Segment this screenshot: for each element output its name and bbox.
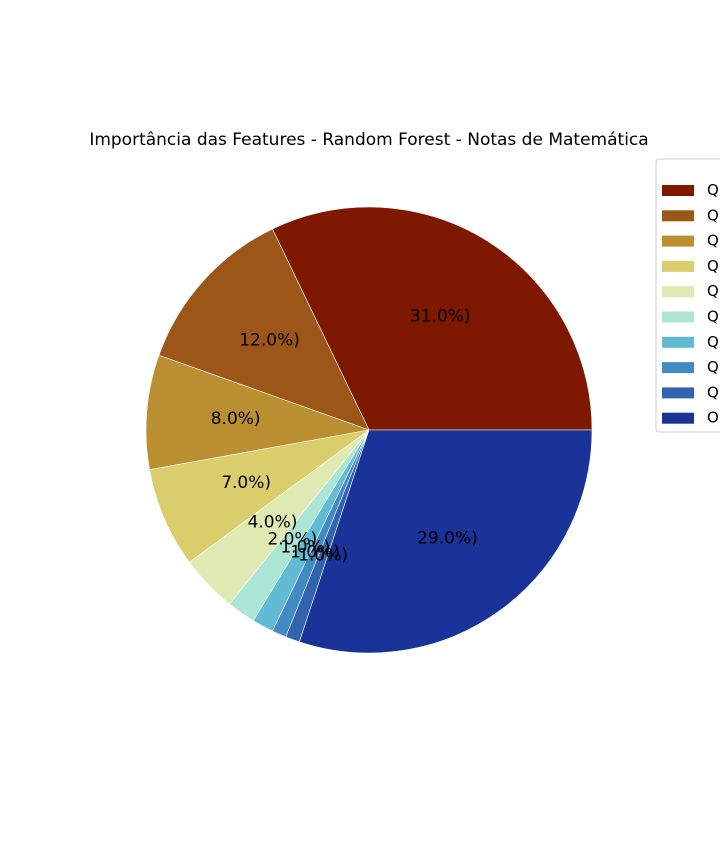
slice-label: 1.0%) [280, 538, 330, 558]
legend-label: Q [707, 358, 719, 376]
legend-label: O [707, 409, 719, 427]
legend-swatch [662, 336, 694, 348]
pie-labels: 31.0%) 12.0%) 8.0%) 7.0%) 4.0%)2.0%)1.0%)1.0… [211, 307, 478, 566]
slice-label: 31.0%) [410, 307, 471, 327]
slice-label: 12.0%) [239, 331, 300, 351]
legend-label: Q [707, 308, 719, 326]
legend-label: Q [707, 257, 719, 275]
pie-slices [145, 206, 593, 654]
pie-slice [145, 354, 371, 471]
slice-label: 1.0%) [290, 542, 340, 562]
pie-slice [149, 429, 370, 563]
slice-label: 7.0%) [221, 473, 271, 493]
slice-label: 8.0%) [211, 409, 261, 429]
legend-swatch [662, 210, 694, 222]
pie-slice [272, 206, 593, 431]
legend-swatch [662, 286, 694, 298]
pie-slice [299, 429, 593, 654]
legend-swatch [662, 412, 694, 424]
legend-swatch [662, 387, 694, 399]
legend-label: Q [707, 282, 719, 300]
legend-label: Q [707, 383, 719, 401]
slice-label: 29.0%) [417, 528, 478, 548]
slice-label: 4.0%) [248, 513, 298, 533]
legend-label: Q [707, 232, 719, 250]
legend-swatch [662, 260, 694, 272]
chart-title: Importância das Features - Random Forest… [89, 130, 648, 150]
legend-label: Q [707, 181, 719, 199]
legend-label: Q [707, 206, 719, 224]
legend-swatch [662, 235, 694, 247]
slice-label: 2.0%) [267, 530, 317, 550]
legend-swatch [662, 185, 694, 196]
slice-label: 1.0%) [298, 546, 348, 566]
pie-slice [158, 228, 370, 431]
legend-swatch [662, 311, 694, 323]
legend-swatch [662, 362, 694, 374]
legend-label: Q [707, 333, 719, 351]
